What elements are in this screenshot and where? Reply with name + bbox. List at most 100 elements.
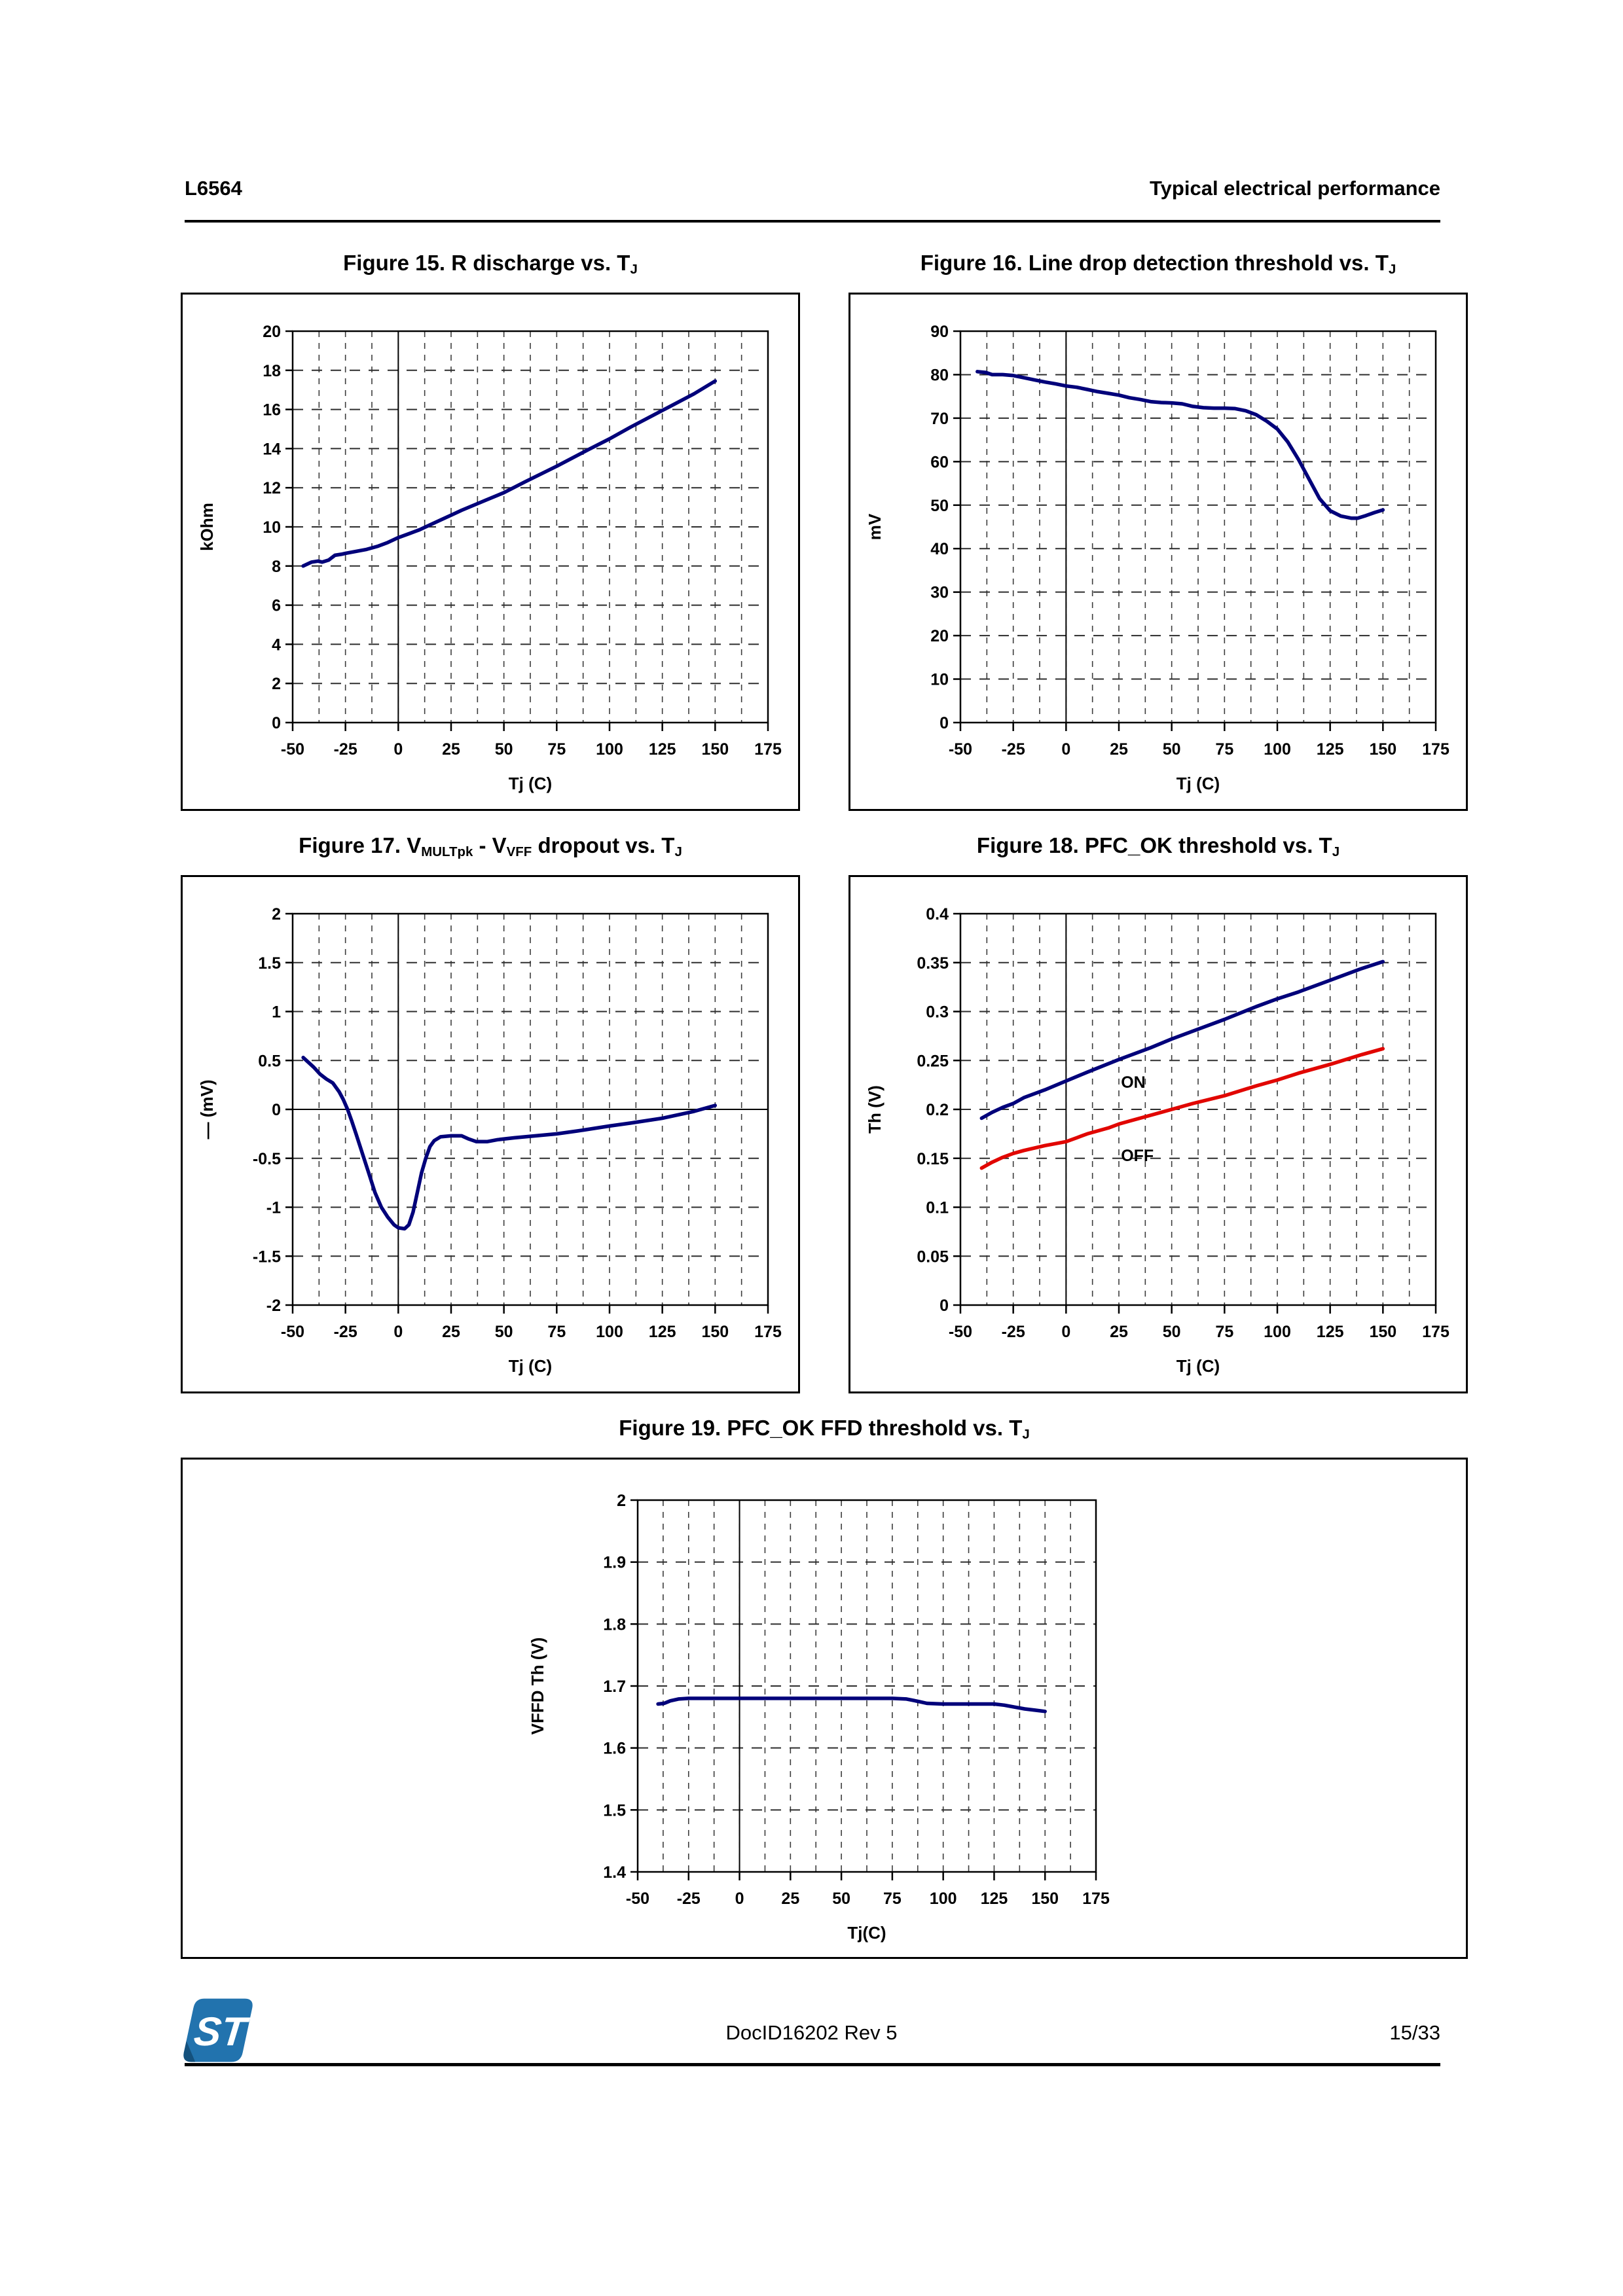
svg-text:-50: -50 (949, 1323, 972, 1341)
svg-text:75: 75 (547, 740, 566, 759)
figure-19-box: -50 -25 0 25 50 75 100 125 150 175 1.4 1.5 1.6 1.7 1.8… (181, 1458, 1468, 1959)
svg-text:1.5: 1.5 (603, 1801, 626, 1820)
svg-text:1.9: 1.9 (603, 1554, 626, 1572)
doc-id: DocID16202 Rev 5 (725, 2021, 898, 2044)
svg-text:-25: -25 (677, 1890, 701, 1908)
svg-text:100: 100 (596, 1323, 623, 1341)
svg-text:-25: -25 (334, 740, 357, 759)
svg-text:175: 175 (1422, 740, 1450, 759)
svg-text:0.25: 0.25 (917, 1052, 949, 1070)
svg-text:0.35: 0.35 (917, 954, 949, 973)
svg-text:0: 0 (1061, 740, 1070, 759)
svg-text:10: 10 (263, 518, 281, 537)
svg-text:125: 125 (1317, 1323, 1344, 1341)
st-logo-shadow (183, 2041, 196, 2062)
st-logo-badge (183, 1998, 253, 2062)
svg-text:0.4: 0.4 (926, 905, 949, 924)
svg-text:75: 75 (1215, 740, 1233, 759)
svg-text:175: 175 (754, 1323, 782, 1341)
svg-text:1.5: 1.5 (258, 954, 281, 973)
svg-text:1.8: 1.8 (603, 1615, 626, 1634)
svg-text:-50: -50 (626, 1890, 649, 1908)
svg-text:50: 50 (1163, 1323, 1181, 1341)
svg-text:80: 80 (930, 366, 949, 384)
svg-text:0.15: 0.15 (917, 1150, 949, 1168)
svg-text:20: 20 (930, 627, 949, 645)
figure-18-title: Figure 18. PFC_OK threshold vs. TJ (976, 833, 1340, 860)
svg-text:125: 125 (1317, 740, 1344, 759)
svg-text:125: 125 (649, 740, 676, 759)
page-number: 15/33 (1389, 2021, 1440, 2044)
svg-text:OFF: OFF (1121, 1147, 1154, 1165)
svg-text:Tj (C): Tj (C) (509, 774, 552, 793)
svg-text:1.6: 1.6 (603, 1740, 626, 1758)
svg-text:175: 175 (1422, 1323, 1450, 1341)
svg-text:25: 25 (442, 740, 460, 759)
svg-text:-1: -1 (266, 1199, 281, 1217)
svg-text:0: 0 (393, 740, 403, 759)
section-title: Typical electrical performance (1150, 177, 1440, 200)
svg-text:50: 50 (1163, 740, 1181, 759)
svg-text:ON: ON (1121, 1073, 1146, 1092)
svg-text:-25: -25 (334, 1323, 357, 1341)
svg-text:-2: -2 (266, 1297, 281, 1315)
svg-text:175: 175 (754, 740, 782, 759)
svg-text:75: 75 (1215, 1323, 1233, 1341)
svg-text:150: 150 (701, 740, 729, 759)
svg-text:14: 14 (263, 440, 281, 458)
svg-text:-25: -25 (1002, 740, 1025, 759)
svg-text:2: 2 (272, 905, 281, 924)
svg-text:0.05: 0.05 (917, 1247, 949, 1266)
figure-16-box: -50 -25 0 25 50 75 100 125 150 175 0 10 20 30 40 50 60 70… (848, 293, 1468, 811)
figure-17-title: Figure 17. VMULTpk - VVFF dropout vs. TJ (299, 833, 682, 860)
svg-text:1.7: 1.7 (603, 1677, 626, 1696)
svg-text:50: 50 (930, 497, 949, 515)
svg-text:0.2: 0.2 (926, 1101, 949, 1119)
svg-text:16: 16 (263, 401, 281, 420)
svg-text:25: 25 (781, 1890, 799, 1908)
svg-text:0: 0 (939, 714, 949, 732)
svg-text:40: 40 (930, 540, 949, 558)
svg-text:100: 100 (1264, 1323, 1291, 1341)
svg-text:150: 150 (1031, 1890, 1059, 1908)
svg-text:30: 30 (930, 584, 949, 602)
svg-text:4: 4 (272, 636, 281, 654)
svg-text:50: 50 (495, 740, 513, 759)
svg-text:0.3: 0.3 (926, 1003, 949, 1022)
svg-text:VFFD Th (V): VFFD Th (V) (528, 1638, 547, 1735)
svg-text:2: 2 (617, 1492, 626, 1510)
svg-text:Tj(C): Tj(C) (847, 1923, 886, 1943)
svg-text:0: 0 (272, 714, 281, 732)
svg-text:175: 175 (1082, 1890, 1110, 1908)
svg-text:100: 100 (930, 1890, 957, 1908)
line-drop-threshold-chart: -50 -25 0 25 50 75 100 125 150 175 0 10 20 30 40 50 60 70… (865, 323, 1450, 793)
svg-text:0: 0 (939, 1297, 949, 1315)
svg-text:100: 100 (1264, 740, 1291, 759)
svg-text:150: 150 (1369, 740, 1396, 759)
svg-text:0: 0 (735, 1890, 744, 1908)
svg-text:50: 50 (495, 1323, 513, 1341)
svg-text:-25: -25 (1002, 1323, 1025, 1341)
svg-text:-50: -50 (281, 1323, 304, 1341)
svg-text:150: 150 (1369, 1323, 1396, 1341)
svg-text:Tj (C): Tj (C) (1176, 1356, 1220, 1376)
svg-text:25: 25 (1110, 740, 1128, 759)
figure-16-title: Figure 16. Line drop detection threshold… (920, 251, 1396, 278)
st-logo-letters: ST (192, 2009, 251, 2054)
figure-18-box: -50 -25 0 25 50 75 100 125 150 175 0 0.05 0.1 0.15 0.2… (848, 875, 1468, 1393)
svg-text:75: 75 (883, 1890, 902, 1908)
pfc-ok-ffd-threshold-chart: -50 -25 0 25 50 75 100 125 150 175 1.4 1.5 1.6 1.7 1.8… (528, 1492, 1110, 1943)
svg-text:6: 6 (272, 597, 281, 615)
svg-text:60: 60 (930, 453, 949, 471)
svg-text:-50: -50 (281, 740, 304, 759)
svg-text:18: 18 (263, 362, 281, 380)
svg-text:-50: -50 (949, 740, 972, 759)
part-number: L6564 (185, 177, 242, 200)
svg-text:2: 2 (272, 675, 281, 693)
svg-text:1.4: 1.4 (603, 1863, 626, 1882)
svg-text:0: 0 (272, 1101, 281, 1119)
svg-text:0.1: 0.1 (926, 1199, 949, 1217)
svg-text:-0.5: -0.5 (253, 1150, 281, 1168)
vmult-vff-dropout-chart: -50 -25 0 25 50 75 100 125 150 175 -2 -1.5 -1 -0.5 0 0.… (197, 905, 782, 1376)
